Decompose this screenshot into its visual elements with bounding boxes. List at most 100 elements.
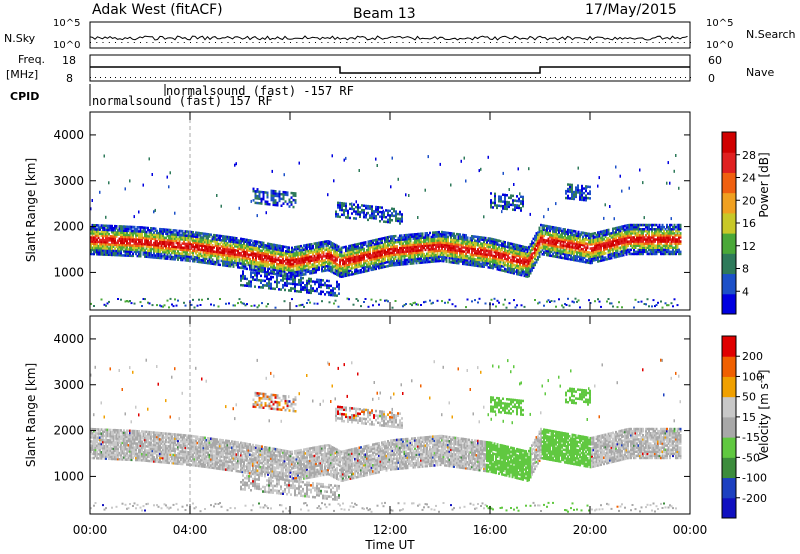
echo-cell: [324, 255, 326, 258]
echo-cell: [279, 259, 281, 262]
clutter-cell: [313, 302, 316, 305]
sparse-cell: [598, 176, 600, 180]
echo-cell: [160, 242, 163, 245]
clutter-cell: [432, 301, 434, 304]
echo-cell: [175, 254, 178, 257]
echo-cell: [357, 242, 359, 246]
echo-cell: [256, 255, 259, 258]
echo-cell: [136, 228, 139, 231]
clutter-cell: [490, 298, 493, 301]
echo-cell: [363, 260, 365, 263]
nave-dot: [150, 77, 151, 78]
echo-cell: [129, 233, 131, 237]
search-noise-dot: [302, 42, 304, 43]
echo-cell: [346, 272, 349, 275]
echo-cell: [187, 253, 190, 256]
echo-cell: [357, 253, 359, 256]
echo-cell: [121, 227, 124, 230]
echo-cell: [250, 268, 253, 271]
sparse-cell: [439, 162, 441, 166]
echo-cell: [282, 251, 284, 254]
clutter-cell: [193, 306, 196, 309]
echo-cell: [295, 251, 298, 255]
echo-cell: [250, 262, 253, 265]
search-noise-dot: [158, 42, 160, 43]
search-noise-dot: [608, 42, 610, 43]
echo-cell: [321, 249, 323, 252]
echo-cell: [142, 249, 145, 252]
echo-cell: [351, 254, 353, 257]
sparse-cell: [577, 166, 579, 170]
echo-cell: [216, 242, 218, 245]
echo-cell: [334, 264, 337, 267]
echo-cell: [190, 239, 193, 242]
echo-cell: [177, 241, 179, 245]
clutter-cell: [375, 300, 377, 303]
echo-cell: [192, 237, 194, 240]
echo-cell: [315, 250, 317, 253]
echo-cell: [231, 263, 233, 266]
echo-cell: [186, 230, 188, 233]
echo-cell: [91, 232, 94, 235]
echo-cell: [282, 270, 284, 273]
echo-cell: [303, 260, 305, 264]
clutter-cell: [594, 300, 596, 303]
echo-cell: [285, 258, 287, 261]
echo-cell: [262, 270, 265, 274]
echo-cell: [459, 233, 461, 236]
echo-cell: [354, 247, 356, 251]
echo-cell: [277, 244, 280, 247]
echo-cell: [168, 230, 170, 234]
echo-cell: [255, 269, 257, 272]
echo-cell: [354, 245, 356, 249]
echo-cell: [118, 245, 121, 249]
echo-cell: [106, 237, 109, 240]
echo-cell: [136, 226, 139, 229]
echo-cell: [159, 248, 161, 251]
echo-cell: [319, 241, 322, 244]
echo-cell: [171, 245, 173, 248]
echo-cell: [318, 254, 320, 257]
echo-cell: [361, 241, 364, 245]
search-noise-dot: [640, 42, 641, 43]
echo-cell: [184, 255, 187, 258]
search-noise-dot: [321, 42, 323, 43]
echo-cell: [145, 243, 148, 246]
echo-cell: [291, 246, 293, 250]
sparse-cell: [129, 179, 131, 183]
echo-cell: [228, 258, 230, 262]
echo-cell: [106, 234, 109, 238]
echo-cell: [316, 241, 319, 245]
echo-cell: [169, 241, 172, 244]
echo-cell: [91, 238, 94, 241]
nave-dot: [240, 77, 241, 78]
echo-cell: [369, 258, 371, 262]
echo-cell: [90, 242, 92, 245]
echo-cell: [330, 257, 332, 261]
echo-cell: [322, 242, 325, 246]
echo-cell: [223, 235, 226, 238]
echo-cell: [105, 253, 107, 256]
clutter-cell: [484, 302, 487, 305]
nave-dot: [445, 77, 446, 78]
clutter-cell: [328, 301, 331, 304]
echo-cell: [175, 239, 178, 243]
echo-cell: [349, 252, 352, 256]
echo-cell: [99, 240, 101, 244]
echo-cell: [159, 234, 161, 237]
echo-cell: [360, 254, 362, 257]
echo-cell: [220, 245, 223, 248]
echo-cell: [93, 240, 95, 243]
echo-cell: [321, 259, 323, 263]
echo-cell: [184, 259, 187, 262]
echo-cell: [333, 251, 335, 254]
echo-cell: [96, 246, 98, 250]
echo-cell: [120, 243, 122, 247]
echo-cell: [357, 265, 359, 268]
nave-dot: [125, 77, 126, 78]
echo-cell: [231, 240, 233, 243]
echo-cell: [192, 251, 194, 255]
echo-cell: [343, 270, 346, 274]
echo-cell: [204, 234, 206, 238]
echo-cell: [169, 243, 172, 246]
